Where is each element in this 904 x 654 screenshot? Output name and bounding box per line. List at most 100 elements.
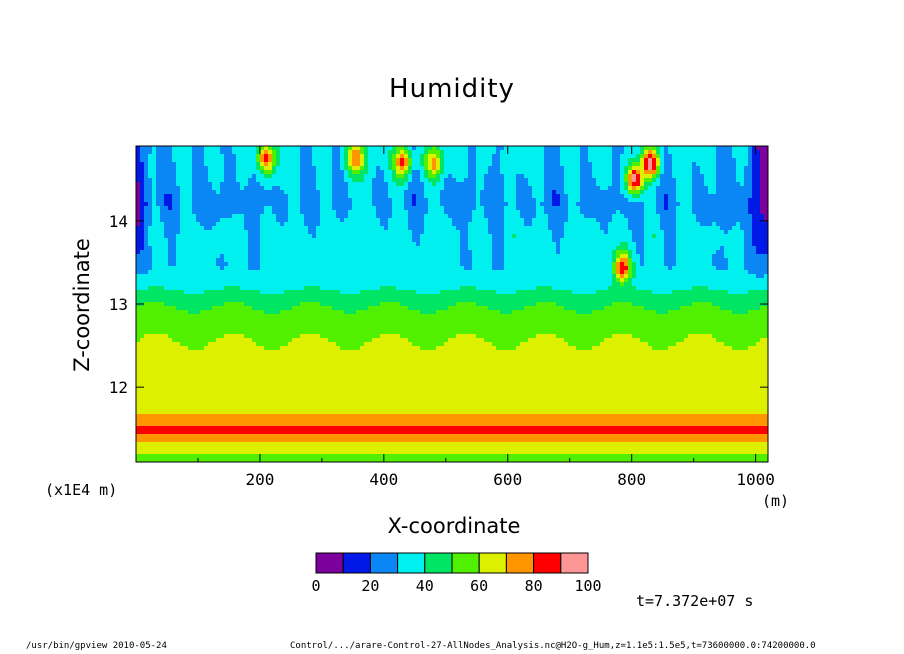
heatmap-cell: [500, 214, 505, 219]
heatmap-cell: [572, 262, 577, 267]
heatmap-cell: [712, 202, 717, 207]
heatmap-cell: [528, 250, 533, 255]
heatmap-cell: [660, 218, 665, 223]
heatmap-cell: [452, 150, 457, 155]
heatmap-cell: [232, 202, 237, 207]
heatmap-cell: [144, 250, 149, 255]
heatmap-cell: [536, 246, 541, 251]
heatmap-cell: [172, 186, 177, 191]
heatmap-cell: [272, 262, 277, 267]
heatmap-cell: [468, 198, 473, 203]
heatmap-cell: [156, 170, 161, 175]
heatmap-cell: [536, 210, 541, 215]
heatmap-cell: [484, 262, 489, 267]
heatmap-cell: [704, 222, 709, 227]
heatmap-cell: [696, 234, 701, 239]
heatmap-cell: [568, 266, 573, 271]
heatmap-cell: [708, 202, 713, 207]
heatmap-cell: [440, 214, 445, 219]
heatmap-cell: [628, 174, 633, 179]
heatmap-cell: [656, 246, 661, 251]
heatmap-cell: [632, 262, 637, 267]
heatmap-cell: [704, 174, 709, 179]
heatmap-cell: [756, 206, 761, 211]
heatmap-cell: [152, 210, 157, 215]
heatmap-cell: [480, 234, 485, 239]
heatmap-cell: [332, 182, 337, 187]
heatmap-cell: [432, 218, 437, 223]
heatmap-cell: [376, 230, 381, 235]
heatmap-cell: [424, 146, 429, 151]
heatmap-cell: [516, 186, 521, 191]
heatmap-cell: [244, 174, 249, 179]
heatmap-cell: [500, 222, 505, 227]
heatmap-cell: [488, 238, 493, 243]
heatmap-cell: [672, 186, 677, 191]
heatmap-cell: [372, 230, 377, 235]
heatmap-cell: [192, 250, 197, 255]
heatmap-cell: [364, 270, 369, 275]
heatmap-cell: [212, 162, 217, 167]
heatmap-cell: [716, 186, 721, 191]
heatmap-cell: [764, 198, 768, 203]
heatmap-cell: [360, 202, 365, 207]
heatmap-cell: [600, 250, 605, 255]
heatmap-cell: [180, 218, 185, 223]
heatmap-cell: [284, 186, 289, 191]
heatmap-cell: [752, 246, 757, 251]
heatmap-cell: [212, 146, 217, 151]
heatmap-cell: [160, 222, 165, 227]
heatmap-cell: [452, 182, 457, 187]
heatmap-cell: [236, 166, 241, 171]
heatmap-cell: [692, 186, 697, 191]
heatmap-cell: [140, 258, 145, 263]
heatmap-cell: [304, 250, 309, 255]
heatmap-cell: [712, 186, 717, 191]
heatmap-cell: [156, 218, 161, 223]
heatmap-cell: [256, 162, 261, 167]
heatmap-cell: [600, 190, 605, 195]
heatmap-cell: [516, 194, 521, 199]
heatmap-cell: [228, 186, 233, 191]
heatmap-cell: [268, 190, 273, 195]
heatmap-cell: [256, 166, 261, 171]
heatmap-cell: [616, 206, 621, 211]
heatmap-cell: [388, 262, 393, 267]
heatmap-cell: [224, 238, 229, 243]
heatmap-cell: [396, 234, 401, 239]
heatmap-cell: [436, 230, 441, 235]
heatmap-cell: [464, 234, 469, 239]
heatmap-cell: [756, 242, 761, 247]
heatmap-cell: [144, 198, 149, 203]
heatmap-cell: [652, 226, 657, 231]
heatmap-cell: [192, 266, 197, 271]
heatmap-cell: [748, 266, 753, 271]
heatmap-cell: [172, 226, 177, 231]
heatmap-cell: [224, 242, 229, 247]
heatmap-cell: [720, 190, 725, 195]
heatmap-cell: [732, 230, 737, 235]
heatmap-cell: [136, 158, 141, 163]
heatmap-cell: [500, 210, 505, 215]
heatmap-cell: [216, 170, 221, 175]
heatmap-cell: [472, 218, 477, 223]
heatmap-cell: [632, 210, 637, 215]
heatmap-cell: [148, 254, 153, 259]
heatmap-cell: [548, 210, 553, 215]
heatmap-cell: [256, 150, 261, 155]
heatmap-cell: [544, 158, 549, 163]
heatmap-cell: [460, 206, 465, 211]
heatmap-cell: [204, 158, 209, 163]
heatmap-cell: [288, 262, 293, 267]
heatmap-cell: [660, 254, 665, 259]
heatmap-cell: [636, 202, 641, 207]
heatmap-cell: [284, 190, 289, 195]
heatmap-cell: [464, 150, 469, 155]
heatmap-cell: [416, 258, 421, 263]
heatmap-cell: [416, 202, 421, 207]
heatmap-cell: [628, 222, 633, 227]
heatmap-cell: [660, 202, 665, 207]
heatmap-cell: [408, 198, 413, 203]
heatmap-cell: [376, 258, 381, 263]
heatmap-cell: [368, 242, 373, 247]
